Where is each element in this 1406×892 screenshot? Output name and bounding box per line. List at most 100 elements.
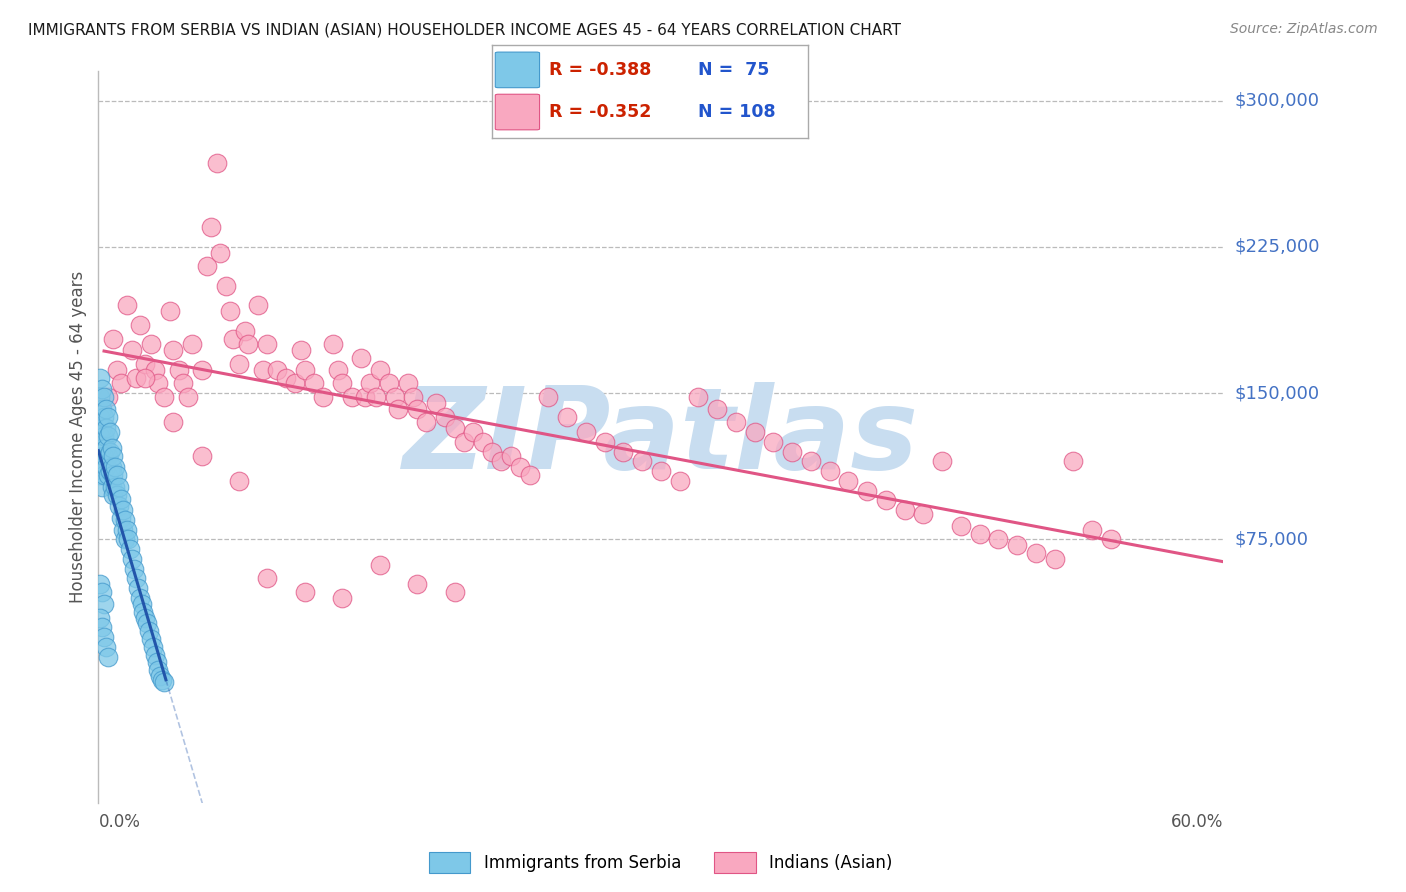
Point <box>302 376 325 391</box>
Point <box>128 318 150 332</box>
Point <box>98 464 121 478</box>
Point <box>312 390 335 404</box>
Text: $75,000: $75,000 <box>1234 531 1309 549</box>
Point <box>471 434 494 449</box>
Point <box>89 449 111 463</box>
Point <box>425 396 447 410</box>
Point <box>110 491 132 506</box>
Point <box>93 597 115 611</box>
Point <box>93 390 115 404</box>
Point <box>97 429 120 443</box>
Point <box>322 337 344 351</box>
Point <box>148 663 170 677</box>
Point <box>688 390 710 404</box>
Point <box>396 376 419 391</box>
Point <box>443 585 465 599</box>
Point <box>205 156 228 170</box>
Point <box>256 337 278 351</box>
Text: R = -0.352: R = -0.352 <box>548 103 651 121</box>
Point <box>246 298 269 312</box>
Point <box>91 585 114 599</box>
Point <box>434 409 457 424</box>
Point <box>818 464 841 478</box>
Point <box>912 507 935 521</box>
Point <box>91 401 114 416</box>
Point <box>575 425 598 440</box>
Point <box>149 669 172 683</box>
Point <box>330 376 353 391</box>
Point <box>1081 523 1104 537</box>
Y-axis label: Householder Income Ages 45 - 64 years: Householder Income Ages 45 - 64 years <box>69 271 87 603</box>
Point <box>378 376 401 391</box>
Point <box>93 449 115 463</box>
Point <box>89 370 111 384</box>
Point <box>228 357 250 371</box>
Point <box>132 605 155 619</box>
Point <box>631 454 654 468</box>
Text: R = -0.388: R = -0.388 <box>548 61 651 78</box>
Point <box>125 572 148 586</box>
Point <box>294 585 316 599</box>
Point <box>143 363 166 377</box>
Point <box>706 401 728 416</box>
Point <box>117 533 139 547</box>
Point <box>284 376 307 391</box>
Point <box>402 390 425 404</box>
Point <box>256 572 278 586</box>
Point <box>150 673 173 687</box>
Point <box>138 624 160 639</box>
Point <box>593 434 616 449</box>
Point <box>97 468 120 483</box>
Text: $150,000: $150,000 <box>1234 384 1319 402</box>
Point <box>91 620 114 634</box>
Point <box>142 640 165 654</box>
Point <box>340 390 363 404</box>
Point <box>134 357 156 371</box>
Point <box>105 488 128 502</box>
Point <box>91 441 114 455</box>
Point <box>103 449 125 463</box>
Point <box>145 656 167 670</box>
Point <box>384 390 406 404</box>
Point <box>91 421 114 435</box>
Point <box>177 390 200 404</box>
Point <box>94 460 117 475</box>
Point <box>98 444 121 458</box>
Point <box>368 558 391 572</box>
Point <box>89 390 111 404</box>
Point <box>103 332 125 346</box>
Point <box>120 542 142 557</box>
Point <box>111 503 134 517</box>
Point <box>443 421 465 435</box>
Point <box>463 425 485 440</box>
Point <box>969 526 991 541</box>
Point <box>893 503 915 517</box>
Text: $225,000: $225,000 <box>1234 238 1320 256</box>
Point <box>91 460 114 475</box>
Point <box>115 523 138 537</box>
Point <box>294 363 316 377</box>
Point <box>162 416 184 430</box>
Point <box>744 425 766 440</box>
Text: $300,000: $300,000 <box>1234 92 1319 110</box>
Point <box>353 390 375 404</box>
Point <box>97 390 120 404</box>
Point <box>987 533 1010 547</box>
Point <box>104 460 127 475</box>
Point <box>98 425 121 440</box>
Point <box>159 304 181 318</box>
FancyBboxPatch shape <box>495 52 540 87</box>
Point <box>125 370 148 384</box>
Point <box>153 390 176 404</box>
Point <box>266 363 288 377</box>
Point <box>136 616 159 631</box>
Point <box>105 468 128 483</box>
Point <box>121 343 143 358</box>
Point <box>1043 552 1066 566</box>
Point <box>228 474 250 488</box>
Point <box>93 630 115 644</box>
Point <box>762 434 785 449</box>
Point <box>491 454 513 468</box>
Point <box>856 483 879 498</box>
Point <box>128 591 150 605</box>
